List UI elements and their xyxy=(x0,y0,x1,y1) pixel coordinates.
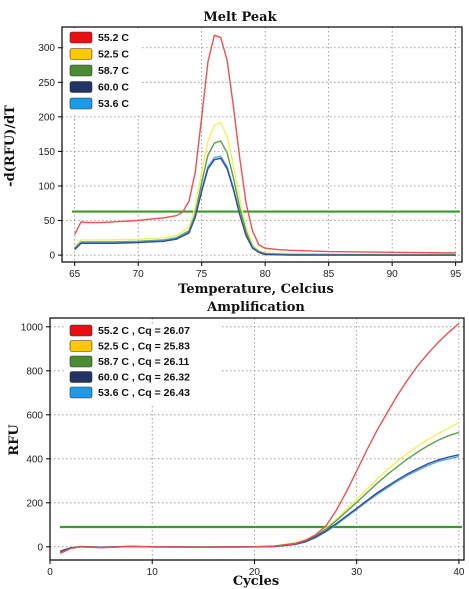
y-tick-label: 800 xyxy=(26,366,43,377)
y-tick-label: 400 xyxy=(26,454,43,465)
legend-label: 58.7 C , Cq = 26.11 xyxy=(98,356,190,368)
y-tick-label: 250 xyxy=(38,78,55,89)
x-tick-label: 95 xyxy=(450,269,462,280)
x-tick-label: 80 xyxy=(260,269,272,280)
legend-label: 52.5 C , Cq = 25.83 xyxy=(98,341,190,353)
y-tick-label: 600 xyxy=(26,410,43,421)
legend-label: 53.6 C xyxy=(98,98,129,110)
x-tick-label: 85 xyxy=(323,269,335,280)
series-line xyxy=(74,140,456,256)
legend-swatch xyxy=(69,324,93,337)
x-tick-label: 75 xyxy=(196,269,208,280)
legend-label: 58.7 C xyxy=(98,65,129,77)
amplification-chart: Amplification 0 10 20 30 4002004006008001000… xyxy=(7,300,465,589)
legend-swatch xyxy=(69,31,93,44)
x-tick-label: 10 xyxy=(147,567,159,578)
legend-swatch xyxy=(69,48,93,60)
legend-swatch xyxy=(69,64,93,77)
x-tick-label: 0 xyxy=(47,567,53,578)
series-line xyxy=(59,455,460,553)
melt-peak-chart: Melt Peak 65 70 75 80 85 90 95 0 50 100 150 200 250 3… xyxy=(3,10,463,297)
legend-label: 60.0 C xyxy=(98,82,129,94)
y-tick-label: 100 xyxy=(38,181,55,192)
legend-swatch xyxy=(69,97,93,110)
x-tick-label: 30 xyxy=(351,567,363,578)
y-tick-label: 0 xyxy=(37,542,43,553)
plot-frame xyxy=(61,26,463,263)
series-line xyxy=(59,421,460,553)
y-tick-label: 200 xyxy=(38,112,55,123)
y-tick-label: 300 xyxy=(38,43,55,54)
y-tick-label: 200 xyxy=(26,498,43,509)
chart-title: Melt Peak xyxy=(203,10,277,25)
legend-label: 60.0 C , Cq = 26.32 xyxy=(98,372,190,384)
legend-label: 52.5 C xyxy=(98,49,129,61)
legend-swatch xyxy=(69,386,93,399)
y-tick-label: 50 xyxy=(44,216,56,227)
series-line xyxy=(59,431,460,553)
plot-frame xyxy=(49,317,465,561)
x-axis-label: Temperature, Celcius xyxy=(178,282,334,297)
x-tick-label: 20 xyxy=(249,567,261,578)
x-tick-label: 65 xyxy=(69,269,81,280)
legend-swatch xyxy=(69,355,93,368)
y-tick-label: 150 xyxy=(38,147,55,158)
legend-swatch xyxy=(69,81,93,93)
y-tick-label: 0 xyxy=(49,251,55,262)
x-tick-label: 90 xyxy=(387,269,399,280)
series-line xyxy=(74,34,456,254)
legend-label: 53.6 C , Cq = 26.43 xyxy=(98,387,190,399)
x-tick-label: 70 xyxy=(133,269,145,280)
legend-label: 55.2 C xyxy=(98,32,129,44)
series-line xyxy=(74,157,456,256)
legend-swatch xyxy=(69,340,93,352)
x-axis-label: Cycles xyxy=(233,574,279,589)
chart-title: Amplification xyxy=(206,300,305,315)
x-tick-label: 40 xyxy=(453,567,465,578)
y-axis-label: -d(RFU)/dT xyxy=(3,105,18,187)
y-axis-label: RFU xyxy=(7,424,22,456)
legend-label: 55.2 C , Cq = 26.07 xyxy=(98,325,190,337)
legend-swatch xyxy=(69,371,93,383)
series-line xyxy=(59,322,460,555)
y-tick-label: 1000 xyxy=(21,322,44,333)
